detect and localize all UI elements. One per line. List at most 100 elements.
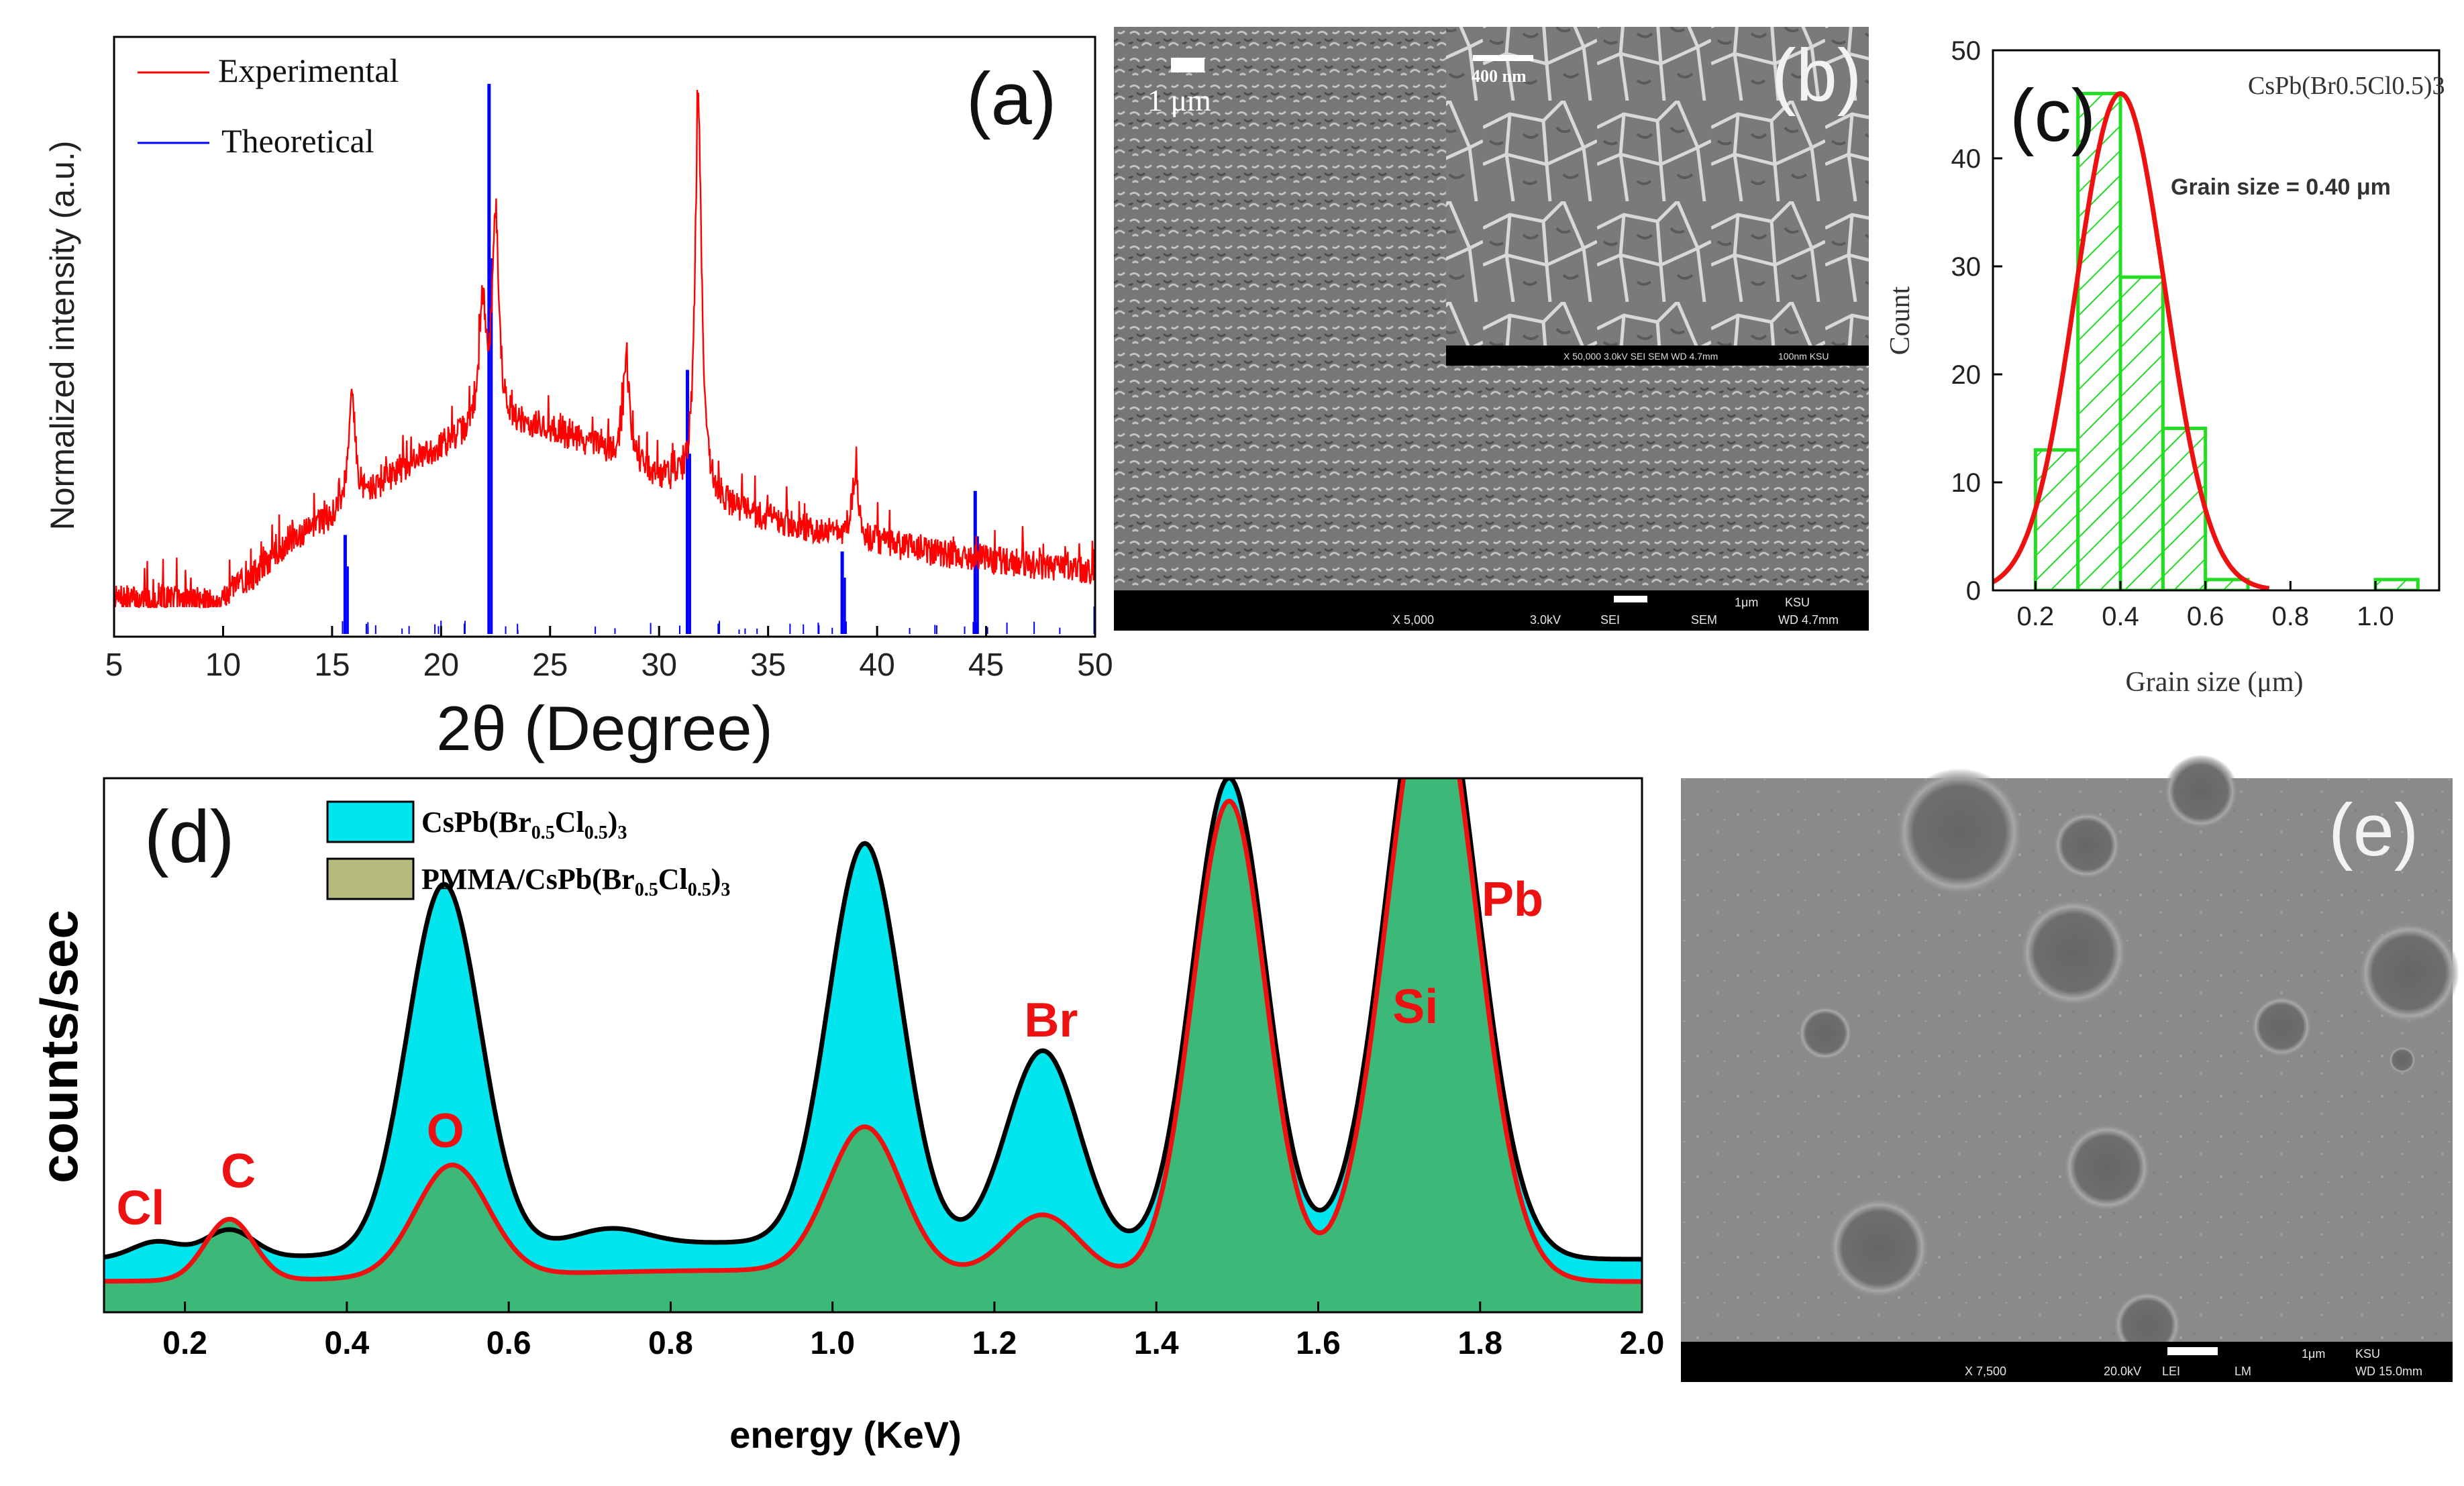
histogram-xtick-label: 0.2 bbox=[2017, 602, 2055, 631]
xrd-xtick-label: 10 bbox=[205, 647, 241, 683]
xrd-xtick-label: 45 bbox=[968, 647, 1004, 683]
legend-theoretical: Theoretical bbox=[221, 122, 374, 160]
eds-xtick-label: 1.0 bbox=[810, 1326, 855, 1361]
histogram-annotation: Grain size = 0.40 μm bbox=[2171, 174, 2391, 200]
eds-element-label-pb: Pb bbox=[1482, 873, 1543, 926]
sem-b-inset bbox=[1446, 27, 1869, 366]
xrd-xtick-label: 20 bbox=[423, 647, 459, 683]
eds-xtick-label: 1.8 bbox=[1457, 1326, 1502, 1361]
eds-element-label-br: Br bbox=[1024, 994, 1078, 1047]
legend-film: CsPb(Br0.5Cl0.5)3 bbox=[421, 806, 627, 843]
eds-element-label-c: C bbox=[221, 1145, 256, 1198]
sem-b-info-org: KSU bbox=[1785, 596, 1810, 609]
eds-xtick-label: 1.2 bbox=[972, 1326, 1017, 1361]
eds-series-pmma-outline bbox=[104, 778, 1642, 1284]
sem-b-scalebar bbox=[1171, 58, 1204, 72]
sem-b-scalelabel: 1 μm bbox=[1147, 83, 1211, 117]
histogram-xtick-label: 0.8 bbox=[2272, 602, 2310, 631]
histogram-ytick-label: 20 bbox=[1951, 360, 1982, 390]
eds-series-pmma-area bbox=[104, 778, 1642, 1312]
sem-e-scalebar bbox=[2167, 1347, 2218, 1355]
grain-histogram-panel: 0.2 0.4 0.6 0.8 1.0 0 10 20 30 40 50 Count Grain s… bbox=[1885, 36, 2445, 698]
sem-b-inset-scalelabel: 400 nm bbox=[1472, 66, 1527, 86]
sem-e-info-scale: 1μm bbox=[2302, 1347, 2325, 1361]
histogram-xlabel: Grain size (μm) bbox=[2125, 667, 2303, 698]
eds-x-ticks: 0.2 0.4 0.6 0.8 1.0 1.2 1.4 1.6 1.8 2.0 bbox=[162, 1302, 1664, 1361]
sem-e-infobar bbox=[1681, 1342, 2453, 1382]
sem-b-info-sem: SEM bbox=[1691, 613, 1717, 627]
xrd-theoretical-series bbox=[342, 84, 1095, 634]
eds-panel: 0.2 0.4 0.6 0.8 1.0 1.2 1.4 1.6 1.8 2.0 counts/se… bbox=[30, 777, 1664, 1456]
xrd-xtick-label: 50 bbox=[1077, 647, 1113, 683]
sem-e-info-mode: LEI bbox=[2162, 1365, 2180, 1378]
eds-element-label-si: Si bbox=[1392, 980, 1438, 1034]
xrd-xtick-label: 15 bbox=[314, 647, 350, 683]
gaussian-fit-curve bbox=[1993, 91, 2270, 590]
histogram-xtick-label: 0.6 bbox=[2187, 602, 2224, 631]
sem-b-inset-scale: 100nm KSU bbox=[1778, 351, 1829, 362]
eds-series-film-outline bbox=[104, 778, 1642, 1262]
xrd-xtick-label: 35 bbox=[750, 647, 786, 683]
xrd-xtick-label: 25 bbox=[532, 647, 568, 683]
xrd-plot-frame bbox=[113, 36, 1096, 638]
sem-b-info-mode: SEI bbox=[1600, 613, 1620, 627]
panel-label-e: (e) bbox=[2328, 789, 2418, 871]
xrd-xtick-label: 30 bbox=[641, 647, 677, 683]
xrd-xtick-label: 5 bbox=[105, 647, 123, 683]
sem-b-info-kv: 3.0kV bbox=[1530, 613, 1561, 627]
eds-element-label-cl: Cl bbox=[116, 1181, 164, 1235]
eds-xtick-label: 1.6 bbox=[1296, 1326, 1341, 1361]
eds-xlabel: energy (KeV) bbox=[729, 1414, 961, 1456]
histogram-ticks: 0.2 0.4 0.6 0.8 1.0 0 10 20 30 40 50 bbox=[1951, 36, 2394, 631]
histogram-ytick-label: 50 bbox=[1951, 36, 1982, 66]
sem-image-e: (e) X 7,500 20.0kV LEI LM 1μm KSU WD 15.… bbox=[1681, 755, 2459, 1382]
histogram-bar bbox=[2118, 275, 2165, 590]
histogram-bar bbox=[2373, 578, 2420, 590]
legend-experimental: Experimental bbox=[218, 52, 399, 89]
sem-image-b: X 50,000 3.0kV SEI SEM WD 4.7mm 100nm KS… bbox=[1114, 27, 1869, 631]
panel-label-d: (d) bbox=[144, 796, 234, 878]
histogram-ytick-label: 40 bbox=[1951, 144, 1982, 174]
histogram-bars bbox=[2033, 91, 2420, 590]
histogram-xtick-label: 1.0 bbox=[2357, 602, 2394, 631]
eds-xtick-label: 0.4 bbox=[325, 1326, 370, 1361]
xrd-ylabel: Normalized intensity (a.u.) bbox=[44, 141, 81, 531]
histogram-ytick-label: 10 bbox=[1951, 468, 1982, 498]
eds-xtick-label: 0.2 bbox=[162, 1326, 207, 1361]
panel-label-a: (a) bbox=[966, 58, 1056, 140]
eds-xtick-label: 0.8 bbox=[648, 1326, 693, 1361]
legend-pmma: PMMA/CsPb(Br0.5Cl0.5)3 bbox=[421, 863, 730, 900]
sem-e-pores bbox=[1798, 755, 2459, 1359]
sem-b-info-wd: WD 4.7mm bbox=[1778, 613, 1839, 627]
panel-label-c: (c) bbox=[2010, 74, 2096, 157]
eds-plot-frame bbox=[103, 777, 1643, 1314]
histogram-bar bbox=[2161, 427, 2208, 590]
histogram-ylabel: Count bbox=[1885, 286, 1916, 355]
sem-e-info-org: KSU bbox=[2355, 1347, 2380, 1361]
histogram-bar bbox=[2076, 91, 2122, 590]
eds-legend: CsPb(Br0.5Cl0.5)3 PMMA/CsPb(Br0.5Cl0.5)3 bbox=[326, 800, 730, 900]
legend-swatch-film bbox=[326, 800, 415, 843]
xrd-panel: 5 10 15 20 25 30 35 40 45 50 Normalized intensity… bbox=[44, 36, 1113, 763]
xrd-legend: Experimental Theoretical bbox=[138, 52, 399, 160]
panel-label-b: (b) bbox=[1772, 34, 1861, 117]
eds-xtick-label: 1.4 bbox=[1134, 1326, 1179, 1361]
xrd-x-ticks: 5 10 15 20 25 30 35 40 45 50 bbox=[105, 626, 1113, 683]
sem-b-inset-scalebar bbox=[1473, 55, 1533, 61]
xrd-experimental-series bbox=[114, 89, 1095, 609]
histogram-ytick-label: 30 bbox=[1951, 252, 1982, 282]
histogram-xtick-label: 0.4 bbox=[2102, 602, 2139, 631]
eds-element-labels: Cl C O Br Si Pb bbox=[116, 873, 1543, 1235]
xrd-xtick-label: 40 bbox=[859, 647, 894, 683]
histogram-title: CsPb(Br0.5Cl0.5)3 bbox=[2248, 72, 2445, 100]
sem-e-info-wd: WD 15.0mm bbox=[2355, 1365, 2422, 1378]
histogram-bar bbox=[2204, 578, 2250, 590]
histogram-ytick-label: 0 bbox=[1966, 576, 1981, 606]
histogram-frame bbox=[1992, 49, 2441, 592]
sem-b-infobar bbox=[1114, 590, 1869, 631]
legend-swatch-pmma bbox=[326, 857, 415, 900]
sem-e-surface bbox=[1681, 778, 2453, 1382]
eds-xtick-label: 0.6 bbox=[486, 1326, 531, 1361]
sem-e-info-kv: 20.0kV bbox=[2104, 1365, 2141, 1378]
